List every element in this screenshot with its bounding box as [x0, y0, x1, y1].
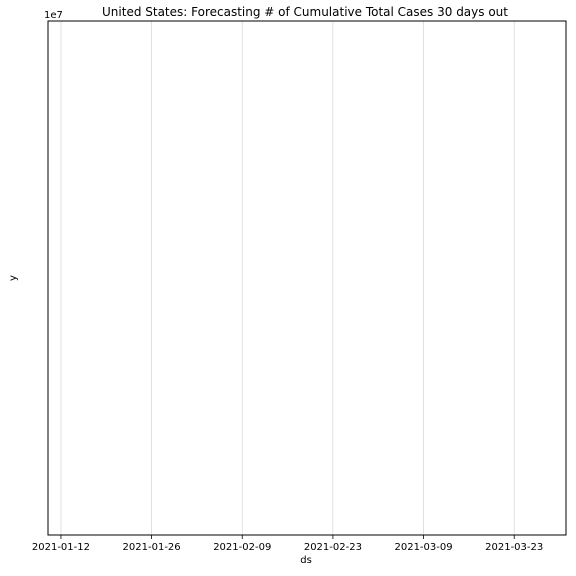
- x-tick-label: 2021-03-09: [394, 542, 452, 553]
- y-axis-offset-label: 1e7: [44, 10, 63, 21]
- x-tick-label: 2021-02-09: [213, 542, 271, 553]
- chart-title: United States: Forecasting # of Cumulati…: [102, 5, 508, 19]
- x-tick-label: 2021-01-12: [32, 542, 90, 553]
- x-tick-label: 2021-01-26: [123, 542, 181, 553]
- grid-lines: [60, 21, 515, 535]
- x-tick-label: 2021-03-23: [485, 542, 543, 553]
- plot-frame: [47, 20, 567, 536]
- axis-ticks: 2021-01-12 2021-01-26 2021-02-09 2021-02-23…: [32, 535, 543, 553]
- x-tick-label: 2021-02-23: [304, 542, 362, 553]
- y-axis-label: y: [8, 275, 19, 281]
- x-axis-label: ds: [300, 555, 312, 566]
